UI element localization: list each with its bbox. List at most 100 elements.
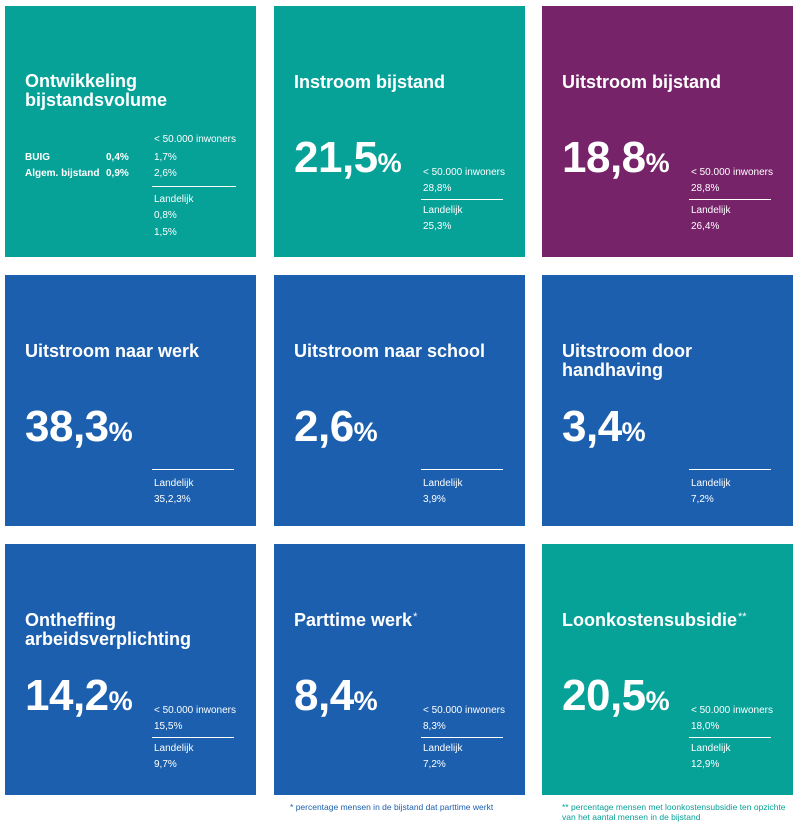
- divider: [152, 186, 236, 187]
- title-text: Parttime werk: [294, 610, 413, 630]
- local-label: < 50.000 inwoners: [154, 705, 237, 716]
- tile-title: Uitstroom door handhaving: [562, 341, 692, 380]
- comparison: < 50.000 inwoners 18,0% Landelijk 12,9%: [689, 705, 774, 771]
- row-local: 2,6%: [154, 168, 177, 179]
- tile-bijstandsvolume: Ontwikkeling bijstandsvolume < 50.000 in…: [5, 6, 256, 257]
- tile-title: Ontwikkeling bijstandsvolume: [25, 71, 168, 110]
- value-percent-sign: %: [645, 686, 670, 716]
- big-value: 3,4%: [562, 402, 646, 454]
- landelijk-value: 12,9%: [691, 759, 720, 770]
- footnote-text: percentage mensen in de bijstand dat par…: [295, 802, 494, 812]
- local-value: 28,8%: [423, 183, 452, 194]
- value-number: 8,4: [294, 671, 354, 720]
- tile-title: Uitstroom bijstand: [562, 72, 722, 92]
- row-label: BUIG: [25, 152, 50, 163]
- landelijk-label: Landelijk: [423, 478, 463, 489]
- landelijk-label: Landelijk: [154, 194, 194, 205]
- local-label: < 50.000 inwoners: [423, 705, 506, 716]
- landelijk-value: 35,2,3%: [154, 494, 191, 505]
- tile-uitstroom-werk: Uitstroom naar werk 38,3% Landelijk 35,2…: [5, 275, 256, 526]
- tile-uitstroom: Uitstroom bijstand 18,8% < 50.000 inwone…: [542, 6, 793, 257]
- tile-ontheffing: Ontheffing arbeidsverplichting 14,2% < 5…: [5, 544, 256, 795]
- footnote-parttime: * percentage mensen in de bijstand dat p…: [290, 802, 493, 812]
- row-local: 1,7%: [154, 152, 177, 163]
- footnote-loonkosten: ** percentage mensen met loonkostensubsi…: [562, 802, 794, 822]
- value-percent-sign: %: [353, 417, 378, 447]
- landelijk-value: 7,2%: [423, 759, 446, 770]
- big-value: 8,4%: [294, 671, 378, 723]
- big-value: 14,2%: [25, 671, 133, 723]
- tile-title: Uitstroom naar werk: [25, 341, 200, 361]
- landelijk-label: Landelijk: [691, 743, 731, 754]
- comparison: < 50.000 inwoners 28,8% Landelijk 25,3%: [421, 167, 506, 233]
- title-text: Loonkostensubsidie: [562, 610, 738, 630]
- local-label: < 50.000 inwoners: [423, 167, 506, 178]
- big-value: 18,8%: [562, 133, 670, 185]
- local-label: < 50.000 inwoners: [691, 705, 774, 716]
- value-number: 3,4: [562, 402, 622, 451]
- comparison: < 50.000 inwoners 28,8% Landelijk 26,4%: [689, 167, 774, 233]
- landelijk-label: Landelijk: [691, 205, 731, 216]
- landelijk-value: 26,4%: [691, 221, 720, 232]
- comparison: Landelijk 35,2,3%: [152, 469, 234, 506]
- comparison: Landelijk 3,9%: [421, 469, 503, 506]
- tile-parttime: Parttime werk* 8,4% < 50.000 inwoners 8,…: [274, 544, 525, 795]
- value-percent-sign: %: [108, 686, 133, 716]
- divider: [689, 469, 771, 470]
- local-label: < 50.000 inwoners: [691, 167, 774, 178]
- value-number: 14,2: [25, 671, 109, 720]
- divider: [152, 469, 234, 470]
- landelijk-label: Landelijk: [423, 743, 463, 754]
- local-value: 15,5%: [154, 721, 183, 732]
- value-number: 2,6: [294, 402, 354, 451]
- landelijk-label: Landelijk: [423, 205, 463, 216]
- footnote-marker: *: [413, 611, 418, 623]
- comparison: < 50.000 inwoners 15,5% Landelijk 9,7%: [152, 705, 237, 771]
- tile-instroom: Instroom bijstand 21,5% < 50.000 inwoner…: [274, 6, 525, 257]
- divider: [421, 469, 503, 470]
- value-percent-sign: %: [108, 417, 133, 447]
- divider: [689, 737, 771, 738]
- tile-title: Parttime werk*: [294, 611, 513, 630]
- footnote-star: **: [562, 802, 569, 812]
- big-value: 20,5%: [562, 674, 670, 723]
- landelijk-value: 9,7%: [154, 759, 177, 770]
- tile-title: Instroom bijstand: [294, 72, 446, 92]
- divider: [421, 199, 503, 200]
- divider: [152, 737, 234, 738]
- landelijk-value: 3,9%: [423, 494, 446, 505]
- big-value: 38,3%: [25, 402, 133, 454]
- row-value: 0,4%: [106, 152, 129, 163]
- tile-uitstroom-school: Uitstroom naar school 2,6% Landelijk 3,9…: [274, 275, 525, 526]
- row-value: 0,9%: [106, 168, 129, 179]
- value-number: 38,3: [25, 402, 109, 451]
- value-number: 18,8: [562, 133, 646, 182]
- big-value: 21,5%: [294, 133, 402, 185]
- local-value: 18,0%: [691, 721, 720, 732]
- footnote-text: percentage mensen met loonkostensubsidie…: [562, 802, 786, 822]
- local-value: 28,8%: [691, 183, 720, 194]
- comparison: < 50.000 inwoners 8,3% Landelijk 7,2%: [421, 705, 506, 771]
- tile-loonkostensubsidie: Loonkostensubsidie** 20,5% < 50.000 inwo…: [542, 544, 793, 795]
- divider: [689, 199, 771, 200]
- landelijk-label: Landelijk: [691, 478, 731, 489]
- tile-uitstroom-handhaving: Uitstroom door handhaving 3,4% Landelijk…: [542, 275, 793, 526]
- row-label: Algem. bijstand: [25, 168, 100, 179]
- landelijk-value: 0,8%: [154, 210, 177, 221]
- landelijk-label: Landelijk: [154, 478, 194, 489]
- footnote-marker: **: [738, 611, 747, 623]
- divider: [421, 737, 503, 738]
- value-number: 21,5: [294, 133, 378, 182]
- landelijk-value: 1,5%: [154, 227, 177, 238]
- value-percent-sign: %: [377, 148, 402, 178]
- col-header: < 50.000 inwoners: [154, 134, 237, 145]
- footnote-star: *: [290, 802, 294, 812]
- tile-title: Loonkostensubsidie**: [562, 611, 781, 630]
- landelijk-value: 25,3%: [423, 221, 452, 232]
- value-percent-sign: %: [645, 148, 670, 178]
- tile-title: Ontheffing arbeidsverplichting: [25, 610, 192, 649]
- comparison: Landelijk 7,2%: [689, 469, 771, 506]
- landelijk-value: 7,2%: [691, 494, 714, 505]
- tile-title: Uitstroom naar school: [294, 341, 486, 361]
- big-value: 2,6%: [294, 402, 378, 454]
